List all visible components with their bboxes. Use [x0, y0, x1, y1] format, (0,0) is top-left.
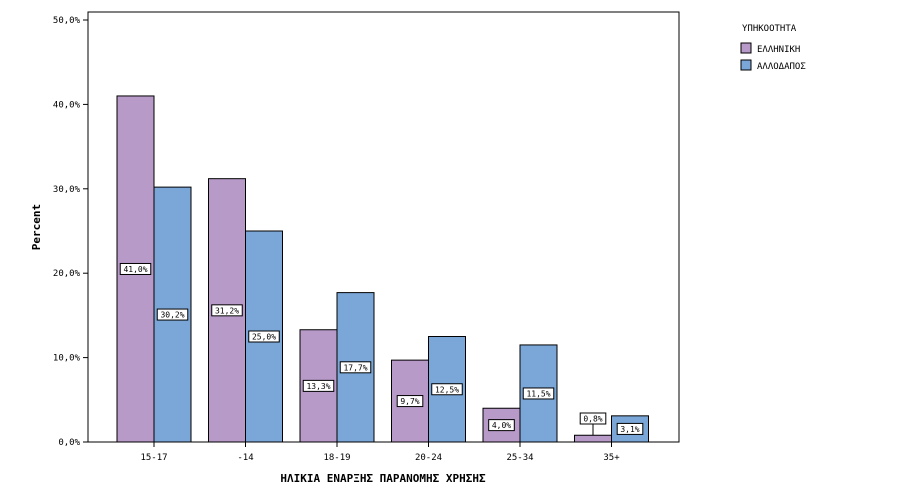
data-label-box — [248, 330, 280, 343]
data-label: 30,2% — [160, 311, 184, 320]
data-label-box — [616, 422, 644, 435]
y-axis: 0,0% 10,0% 20,0% 30,0% 40,0% 50,0% — [53, 16, 88, 448]
legend-swatch-greek — [740, 42, 752, 54]
legend: ΥΠΗΚΟΟΤΗΤΑ ΕΛΛΗΝΙΚΗ ΑΛΛΟΔΑΠΟΣ — [740, 24, 806, 72]
data-label: 12,5% — [435, 385, 459, 394]
x-axis-title: ΗΛΙΚΙΑ ΕΝΑΡΞΗΣ ΠΑΡΑΝΟΜΗΣ ΧΡΗΣΗΣ — [280, 472, 486, 485]
y-tick-label: 10,0% — [53, 354, 81, 364]
data-label: 41,0% — [123, 265, 147, 274]
data-label-box — [211, 304, 243, 317]
data-label-box — [431, 383, 463, 396]
data-label: 17,7% — [343, 363, 367, 372]
x-tick-label: -14 — [237, 453, 253, 463]
data-label: 9,7% — [400, 397, 419, 406]
x-axis: 15-17 -14 18-19 20-24 25-34 35+ — [140, 442, 620, 463]
data-label: 3,1% — [620, 425, 639, 434]
bar-greek — [574, 434, 612, 443]
bars — [116, 95, 649, 443]
legend-label-greek: ΕΛΛΗΝΙΚΗ — [757, 45, 800, 55]
y-tick-label: 30,0% — [53, 185, 81, 195]
legend-swatch-foreign — [740, 59, 752, 71]
data-label: 25,0% — [252, 333, 276, 342]
data-label-box — [339, 361, 372, 374]
data-label-box — [579, 412, 607, 425]
x-tick-label: 15-17 — [140, 453, 167, 463]
legend-title: ΥΠΗΚΟΟΤΗΤΑ — [742, 24, 797, 34]
y-tick-label: 50,0% — [53, 16, 81, 26]
x-tick-label: 35+ — [603, 453, 620, 463]
data-label: 13,3% — [306, 382, 330, 391]
data-label-box — [488, 419, 515, 432]
data-label: 4,0% — [492, 421, 511, 430]
data-labels: 41,0% 30,2% 31,2% 25,0% 13,3% 17,7% 9,7% 12,5% 4… — [119, 262, 644, 436]
data-label: 11,5% — [526, 389, 550, 398]
data-label-box — [302, 379, 335, 392]
y-tick-label: 40,0% — [53, 100, 81, 110]
legend-label-foreign: ΑΛΛΟΔΑΠΟΣ — [757, 62, 806, 72]
y-axis-title: Percent — [30, 204, 43, 250]
data-label-box — [396, 395, 424, 408]
data-label: 31,2% — [215, 306, 239, 315]
x-tick-label: 25-34 — [506, 453, 533, 463]
data-label-box — [156, 308, 189, 321]
y-tick-label: 20,0% — [53, 269, 81, 279]
x-tick-label: 20-24 — [415, 453, 442, 463]
data-label-box — [119, 262, 152, 275]
data-label: 0,8% — [583, 415, 602, 424]
x-tick-label: 18-19 — [323, 453, 350, 463]
y-tick-label: 0,0% — [58, 438, 80, 448]
data-label-box — [522, 387, 555, 400]
